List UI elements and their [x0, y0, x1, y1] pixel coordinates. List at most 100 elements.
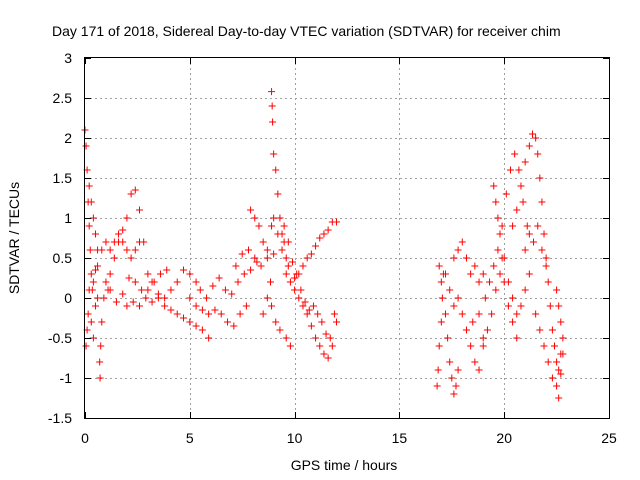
data-point-marker — [312, 334, 320, 342]
data-point-marker — [138, 286, 146, 294]
data-point-marker — [289, 258, 297, 266]
axis-ticks — [85, 58, 610, 419]
data-point-marker — [255, 222, 263, 230]
data-point-marker — [454, 246, 462, 254]
data-point-marker — [494, 214, 502, 222]
data-point-marker — [525, 142, 533, 150]
data-point-marker — [196, 286, 204, 294]
data-point-marker — [154, 294, 162, 302]
data-point-marker — [282, 254, 290, 262]
data-point-marker — [274, 190, 282, 198]
data-point-marker — [180, 314, 188, 322]
y-axis-label: SDTVAR / TECUs — [6, 182, 22, 294]
data-point-marker — [452, 382, 460, 390]
data-point-marker — [551, 342, 559, 350]
data-point-marker — [135, 302, 143, 310]
data-point-marker — [513, 310, 521, 318]
data-point-marker — [274, 230, 282, 238]
data-point-marker — [450, 302, 458, 310]
data-point-marker — [479, 334, 487, 342]
data-point-marker — [173, 278, 181, 286]
data-point-marker — [236, 310, 244, 318]
data-point-marker — [557, 370, 565, 378]
x-tick-label: 0 — [81, 430, 89, 446]
data-point-marker — [490, 262, 498, 270]
data-point-marker — [309, 302, 317, 310]
y-tick-label: -1 — [60, 370, 73, 386]
data-point-marker — [186, 318, 194, 326]
data-point-marker — [180, 266, 188, 274]
data-point-marker — [91, 266, 99, 274]
data-point-marker — [475, 310, 483, 318]
data-point-marker — [475, 278, 483, 286]
data-point-marker — [106, 270, 114, 278]
data-point-marker — [150, 278, 158, 286]
x-axis-label: GPS time / hours — [291, 457, 398, 473]
data-point-marker — [240, 270, 248, 278]
data-point-marker — [96, 358, 104, 366]
data-point-marker — [454, 366, 462, 374]
x-tick-label: 10 — [287, 430, 303, 446]
data-point-marker — [144, 270, 152, 278]
data-point-marker — [173, 310, 181, 318]
data-point-marker — [161, 302, 169, 310]
data-point-marker — [100, 294, 108, 302]
data-point-marker — [123, 214, 131, 222]
data-point-marker — [87, 198, 95, 206]
data-point-marker — [82, 142, 90, 150]
data-point-marker — [559, 350, 567, 358]
data-point-marker — [462, 326, 470, 334]
data-points — [81, 88, 567, 402]
data-point-marker — [286, 278, 294, 286]
data-point-marker — [307, 250, 315, 258]
y-tick-label: 1 — [64, 210, 72, 226]
data-point-marker — [123, 246, 131, 254]
data-point-marker — [546, 302, 554, 310]
data-point-marker — [498, 254, 506, 262]
data-point-marker — [144, 286, 152, 294]
data-point-marker — [215, 274, 223, 282]
data-point-marker — [286, 342, 294, 350]
data-point-marker — [467, 270, 475, 278]
data-point-marker — [291, 286, 299, 294]
data-point-marker — [553, 382, 561, 390]
data-point-marker — [186, 294, 194, 302]
data-point-marker — [450, 254, 458, 262]
data-point-marker — [532, 134, 540, 142]
data-point-marker — [437, 278, 445, 286]
data-point-marker — [272, 318, 280, 326]
data-point-marker — [320, 230, 328, 238]
data-point-marker — [553, 358, 561, 366]
data-point-marker — [221, 286, 229, 294]
data-point-marker — [330, 310, 338, 318]
data-point-marker — [312, 242, 320, 250]
data-point-marker — [513, 334, 521, 342]
data-point-marker — [263, 254, 271, 262]
data-point-marker — [496, 270, 504, 278]
data-point-marker — [555, 366, 563, 374]
data-point-marker — [251, 254, 259, 262]
data-point-marker — [506, 166, 514, 174]
data-point-marker — [295, 270, 303, 278]
data-point-marker — [282, 334, 290, 342]
data-point-marker — [450, 390, 458, 398]
data-point-marker — [538, 246, 546, 254]
data-point-marker — [328, 342, 336, 350]
data-point-marker — [444, 334, 452, 342]
data-point-marker — [125, 274, 133, 282]
data-point-marker — [106, 246, 114, 254]
data-point-marker — [299, 302, 307, 310]
data-point-marker — [467, 342, 475, 350]
data-point-marker — [209, 282, 217, 290]
data-point-marker — [517, 182, 525, 190]
data-point-marker — [142, 294, 150, 302]
data-point-marker — [438, 294, 446, 302]
data-point-marker — [519, 198, 527, 206]
data-point-marker — [525, 270, 533, 278]
data-point-marker — [247, 266, 255, 274]
data-point-marker — [303, 310, 311, 318]
data-point-marker — [291, 274, 299, 282]
data-point-marker — [263, 294, 271, 302]
data-point-marker — [163, 266, 171, 274]
